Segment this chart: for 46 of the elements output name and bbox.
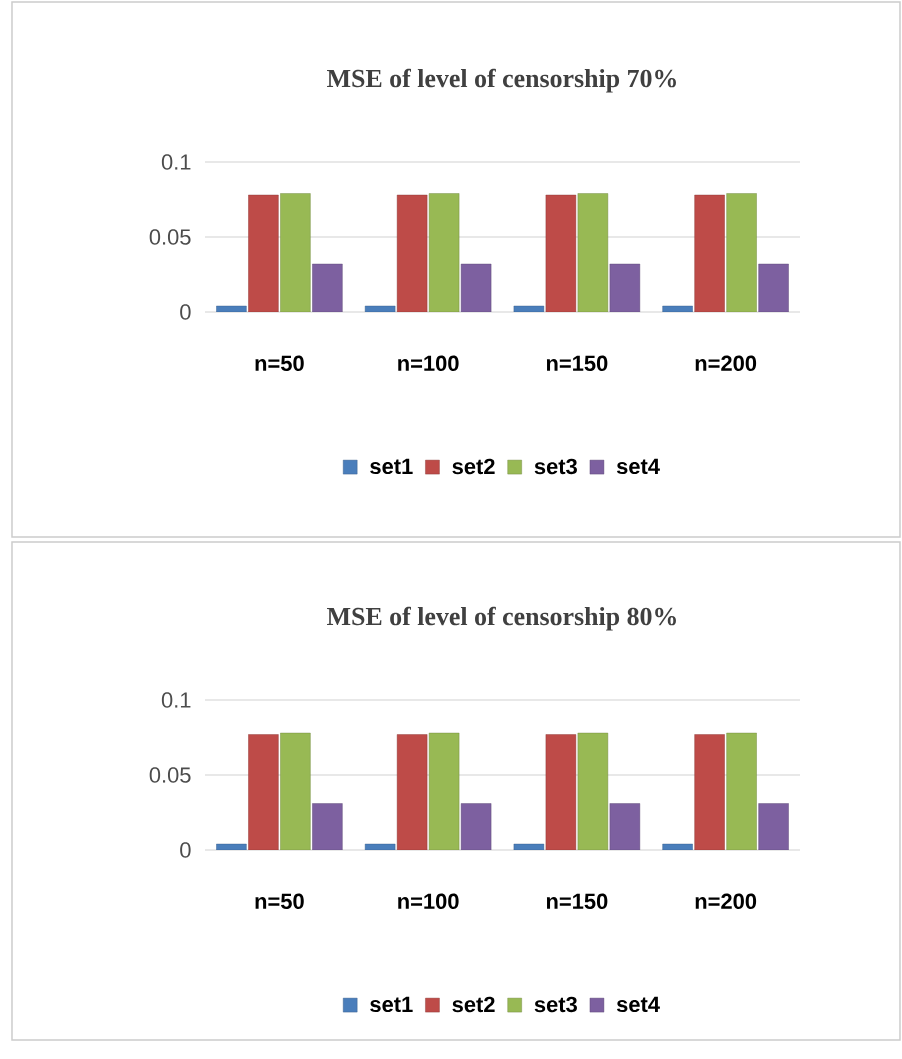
bar [460,803,492,851]
bar [758,803,789,851]
y-tick-label: 0.1 [161,154,191,170]
x-tick-label: n=100 [398,355,459,372]
y-tick-label: 0 [180,842,191,858]
bar [396,734,428,851]
chart-title: MSE of level of censorship 70% [327,68,676,93]
bar [545,194,577,313]
x-tick-label: n=50 [255,355,304,372]
y-tick-label: 0.1 [161,692,191,708]
x-tick-label: n=200 [695,355,757,372]
bar [577,193,609,313]
bar [396,194,428,313]
y-tick-label: 0.05 [149,229,191,245]
bar [694,734,725,851]
bar [545,734,577,851]
bar [726,193,757,313]
bar [248,734,279,851]
bar [577,732,609,851]
x-tick-label: n=150 [546,893,608,910]
x-tick-label: n=150 [546,355,608,372]
bar [280,732,311,851]
legend-label: set4 [616,458,660,475]
bar [694,194,725,313]
legend-label: set1 [370,458,413,475]
legend-label: set4 [616,996,660,1013]
x-tick-label: n=100 [398,893,459,910]
bar [280,193,311,313]
legend-label: set3 [534,996,577,1013]
legend-label: set2 [452,458,495,475]
bar [428,732,460,851]
bar [609,803,641,851]
legend-label: set3 [534,458,577,475]
bar [312,263,343,313]
x-tick-label: n=50 [255,893,304,910]
legend-label: set1 [370,996,413,1013]
x-tick-label: n=200 [695,893,757,910]
bar [726,732,757,851]
bar [758,263,789,313]
legend-label: set2 [452,996,495,1013]
bar [428,193,460,313]
bar [312,803,343,851]
chart-title: MSE of level of censorship 80% [327,606,676,631]
y-tick-label: 0.05 [149,767,191,783]
bar [248,194,279,313]
y-tick-label: 0 [180,304,191,320]
